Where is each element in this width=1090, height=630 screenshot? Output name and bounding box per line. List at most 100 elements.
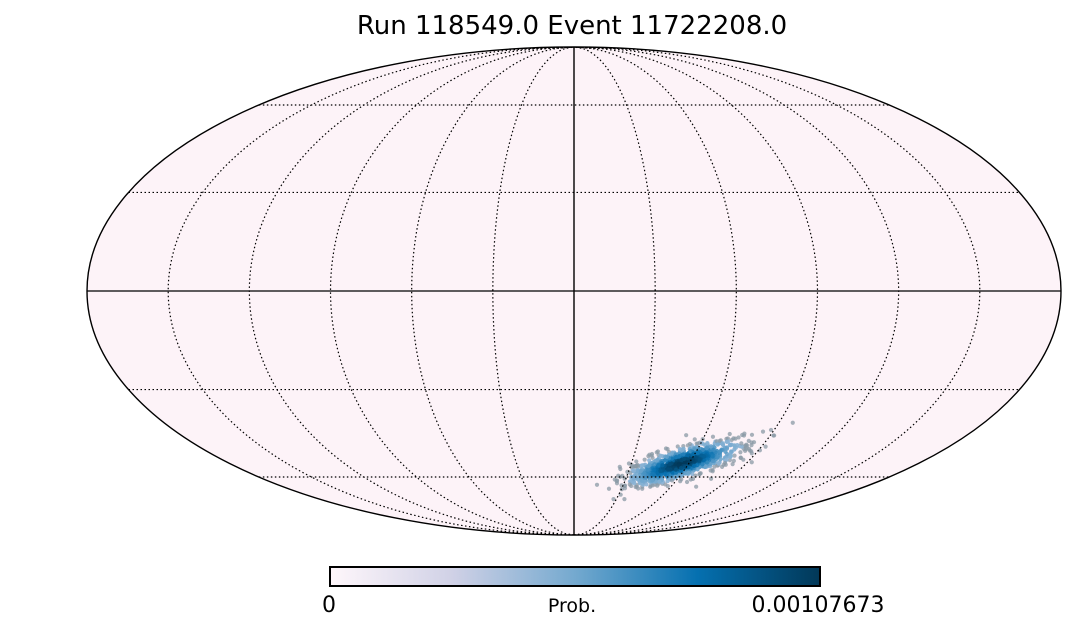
prob-point <box>657 479 662 484</box>
graticule <box>87 47 1061 535</box>
prob-point <box>665 483 670 489</box>
prob-point <box>718 457 723 462</box>
prob-point <box>647 458 652 463</box>
prob-point <box>749 440 754 445</box>
prob-point <box>694 484 699 489</box>
prob-point <box>651 471 656 476</box>
prob-point <box>677 447 682 452</box>
colorbar-max-label: 0.00107673 <box>752 593 885 618</box>
prob-point <box>690 452 696 457</box>
prob-point <box>690 476 696 482</box>
prob-point <box>692 437 697 442</box>
prob-point <box>679 473 684 478</box>
prob-point <box>678 479 683 484</box>
prob-point <box>749 460 754 465</box>
prob-point <box>705 460 710 465</box>
prob-point <box>687 441 693 447</box>
meridian-line <box>167 47 575 535</box>
prob-point <box>739 441 744 446</box>
prob-point <box>611 497 616 502</box>
prob-point <box>669 456 675 461</box>
prob-point <box>690 457 696 462</box>
prob-point <box>632 481 637 486</box>
prob-point <box>622 486 628 491</box>
prob-point <box>634 459 639 464</box>
prob-point <box>640 486 645 491</box>
prob-point <box>710 454 715 459</box>
prob-point <box>655 457 660 462</box>
prob-point <box>635 464 641 469</box>
prob-point <box>662 458 667 463</box>
prob-point <box>718 449 723 454</box>
prob-point <box>691 463 697 468</box>
prob-point <box>768 427 774 433</box>
prob-point <box>665 467 671 472</box>
prob-point <box>728 453 733 459</box>
prob-point <box>723 462 728 467</box>
prob-point <box>694 455 699 460</box>
colorbar <box>329 566 821 587</box>
prob-point <box>658 453 663 458</box>
prob-point <box>631 468 636 473</box>
meridian-line <box>573 47 981 535</box>
prob-point <box>723 449 728 454</box>
prob-point <box>738 455 743 460</box>
prob-point <box>757 448 763 453</box>
prob-point <box>638 468 644 474</box>
prob-point <box>715 455 720 460</box>
prob-point <box>684 433 689 438</box>
prob-point <box>685 453 690 458</box>
prob-point <box>645 467 651 472</box>
prob-point <box>662 472 667 477</box>
prob-point <box>646 454 651 459</box>
prob-point <box>650 455 655 460</box>
prob-point <box>729 437 734 443</box>
chart-title: Run 118549.0 Event 11722208.0 <box>357 11 787 41</box>
prob-point <box>656 462 661 467</box>
meridian-line <box>573 47 656 535</box>
prob-point <box>626 461 632 466</box>
prob-point <box>617 464 622 469</box>
prob-point <box>790 420 795 425</box>
prob-point <box>622 497 627 502</box>
prob-point <box>703 464 708 469</box>
prob-point <box>663 446 669 451</box>
prob-point <box>678 466 684 471</box>
prob-point <box>749 451 754 456</box>
meridian-line <box>492 47 575 535</box>
prob-point <box>727 442 732 448</box>
prob-point <box>639 478 645 483</box>
prob-point <box>639 463 645 468</box>
prob-point <box>760 429 766 434</box>
prob-point <box>594 482 600 487</box>
prob-point <box>727 458 733 463</box>
prob-point <box>644 482 649 487</box>
prob-point <box>673 470 679 475</box>
prob-point <box>700 462 705 467</box>
sky-outline <box>86 46 1062 536</box>
prob-point <box>715 442 720 447</box>
prob-point <box>733 445 739 450</box>
prob-point <box>695 450 700 455</box>
prob-point <box>700 447 706 452</box>
prob-point <box>650 483 655 488</box>
prob-point <box>772 433 777 438</box>
prob-point <box>659 472 664 477</box>
meridian-line <box>248 47 575 535</box>
prob-point <box>716 461 721 466</box>
prob-point <box>732 453 737 458</box>
prob-point <box>708 444 714 449</box>
prob-point <box>642 457 647 462</box>
prob-point <box>686 470 691 475</box>
prob-point <box>739 444 744 449</box>
prob-point <box>673 455 678 460</box>
prob-point <box>650 478 655 483</box>
prob-point <box>702 442 707 447</box>
prob-point <box>660 463 665 468</box>
prob-point <box>673 467 679 472</box>
prob-point <box>726 439 731 444</box>
prob-point <box>686 465 691 470</box>
prob-point <box>711 447 716 452</box>
meridian-line <box>573 47 900 535</box>
